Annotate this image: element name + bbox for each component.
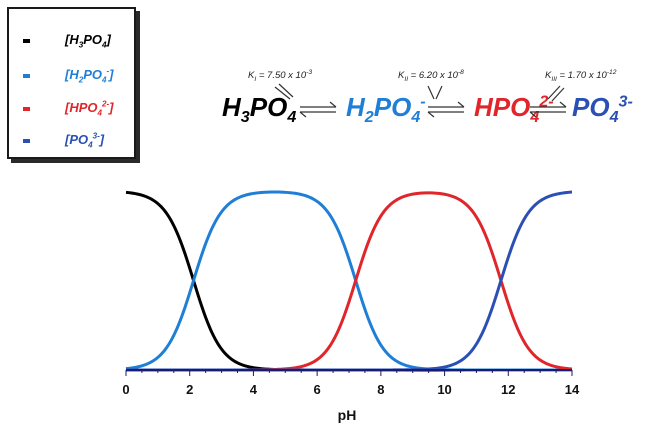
equilibrium-arrow-3 [529, 85, 567, 118]
legend-swatch-h3po4 [23, 39, 30, 43]
x-tick-label: 6 [314, 382, 321, 397]
legend-swatch-hpo4 [23, 107, 30, 111]
x-axis-ticks: 0 2 4 6 8 10 12 14 [122, 370, 580, 397]
x-tick-label: 8 [377, 382, 384, 397]
equilibrium-arrows [274, 83, 567, 118]
species-h2po4: H2PO4- [346, 92, 426, 127]
legend-label-h3po4: [H3PO4] [65, 32, 111, 50]
x-axis-label: pH [338, 407, 357, 423]
legend-item-po4: [PO43-] [9, 131, 134, 151]
constant-k1: KI = 7.50 x 10-3 [248, 68, 313, 83]
equilibrium-arrow-2 [427, 85, 465, 118]
legend-swatch-po4 [23, 139, 30, 143]
x-tick-label: 14 [565, 382, 580, 397]
x-tick-label: 2 [186, 382, 193, 397]
legend-label-hpo4: [HPO42-] [65, 99, 114, 118]
legend-label-h2po4: [H2PO4-] [65, 66, 114, 85]
legend-item-hpo4: [HPO42-] [9, 99, 134, 119]
legend-item-h3po4: [H3PO4] [9, 31, 134, 51]
chart-curves [125, 190, 573, 372]
x-tick-label: 10 [437, 382, 451, 397]
x-tick-label: 4 [250, 382, 258, 397]
legend-item-h2po4: [H2PO4-] [9, 66, 134, 86]
constant-k2: KII = 6.20 x 10-8 [398, 68, 464, 83]
x-tick-label: 12 [501, 382, 515, 397]
species-h3po4: H3PO4 [222, 92, 297, 127]
legend-label-po4: [PO43-] [65, 131, 105, 150]
x-tick-label: 0 [122, 382, 129, 397]
equilibrium-arrow-1 [274, 83, 337, 118]
legend: [H3PO4] [H2PO4-] [HPO42-] [PO43-] [7, 7, 136, 159]
species-po4: PO43- [572, 92, 633, 127]
legend-swatch-h2po4 [23, 74, 30, 78]
curve-h2po4 [125, 190, 572, 372]
constant-k3: KIII = 1.70 x 10-12 [545, 68, 617, 83]
